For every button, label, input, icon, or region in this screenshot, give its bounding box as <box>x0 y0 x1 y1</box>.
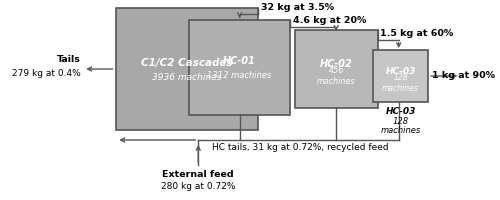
Text: External feed: External feed <box>162 170 234 179</box>
Text: 3936 machines: 3936 machines <box>152 72 222 82</box>
Text: 279 kg at 0.4%: 279 kg at 0.4% <box>12 70 80 78</box>
Bar <box>373 50 428 102</box>
Text: 1 kg at 90%: 1 kg at 90% <box>432 72 495 80</box>
Text: 128
machines: 128 machines <box>382 73 419 93</box>
Text: 128: 128 <box>392 117 408 126</box>
Text: HC-03: HC-03 <box>386 66 416 75</box>
Text: HC-01: HC-01 <box>224 56 256 66</box>
Text: HC tails, 31 kg at 0.72%, recycled feed: HC tails, 31 kg at 0.72%, recycled feed <box>212 143 388 152</box>
Bar <box>189 20 290 115</box>
Text: 32 kg at 3.5%: 32 kg at 3.5% <box>261 3 334 12</box>
Text: 456
machines: 456 machines <box>317 66 356 86</box>
Text: 280 kg at 0.72%: 280 kg at 0.72% <box>161 182 236 191</box>
Bar <box>116 8 258 130</box>
Text: 1.5 kg at 60%: 1.5 kg at 60% <box>380 29 454 38</box>
Text: machines: machines <box>380 126 420 135</box>
Text: 4.6 kg at 20%: 4.6 kg at 20% <box>293 16 366 25</box>
Text: 1312 machines: 1312 machines <box>208 71 272 80</box>
Text: HC-02: HC-02 <box>320 59 352 69</box>
Text: Tails: Tails <box>56 55 80 64</box>
Text: HC-03: HC-03 <box>386 107 416 116</box>
Text: C1/C2 Cascades: C1/C2 Cascades <box>141 58 233 68</box>
Bar <box>295 30 378 108</box>
